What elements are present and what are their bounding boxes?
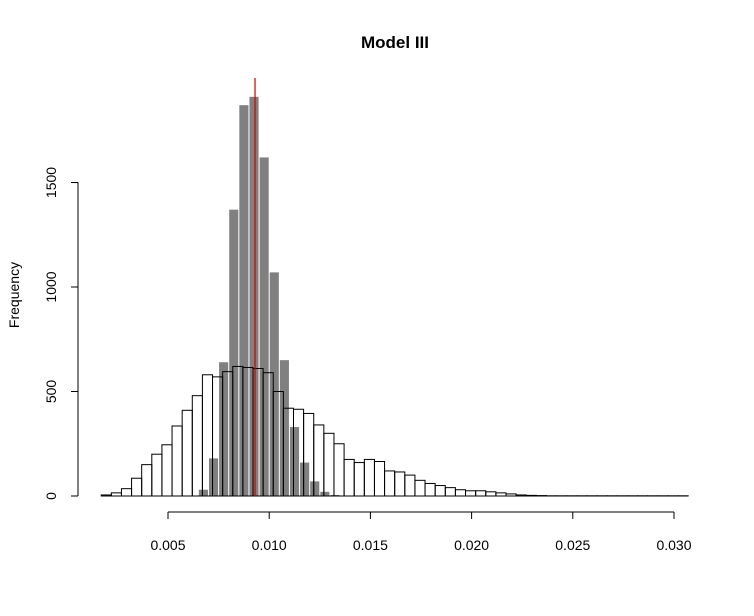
outline-histogram-bar (385, 471, 395, 496)
outline-histogram-bar (121, 489, 131, 496)
outline-histogram-bar (415, 480, 425, 496)
outline-histogram-bar (455, 490, 465, 496)
outline-histogram-bar (182, 410, 192, 496)
y-tick-label: 1000 (43, 271, 59, 302)
outline-histogram-bar (435, 486, 445, 496)
y-tick-label: 1500 (43, 167, 59, 198)
x-tick-label: 0.020 (454, 537, 489, 553)
outline-histogram-bar (101, 495, 111, 496)
outline-histogram-bar (324, 433, 334, 496)
outline-histogram-bar (162, 445, 172, 496)
x-axis: 0.005 0.010 0.015 0.020 0.025 0.030 (150, 512, 691, 553)
outline-histogram-bar (152, 454, 162, 496)
filled-histogram-bar (219, 362, 228, 496)
filled-histogram-bar (209, 458, 218, 496)
x-tick-label: 0.010 (252, 537, 287, 553)
outline-histogram-bar (486, 492, 496, 496)
outline-histogram-bar (344, 459, 354, 496)
filled-histogram-bar (199, 490, 208, 496)
outline-histogram-bar (334, 444, 344, 496)
outline-histogram-series (101, 366, 688, 496)
filled-histogram-bar (270, 272, 279, 496)
outline-histogram-bar (506, 494, 516, 496)
filled-histogram-bar (320, 492, 329, 496)
outline-histogram-bar (526, 495, 536, 496)
outline-histogram-bar (516, 495, 526, 496)
x-tick-label: 0.015 (353, 537, 388, 553)
outline-histogram-bar (425, 483, 435, 496)
y-tick-label: 0 (43, 492, 59, 500)
chart-title: Model III (361, 33, 429, 52)
filled-histogram-bar (260, 157, 269, 496)
x-tick-label: 0.005 (150, 537, 185, 553)
outline-histogram-bar (476, 491, 486, 496)
outline-histogram-bar (132, 478, 142, 496)
y-axis: 0 500 1000 1500 (43, 167, 78, 500)
filled-histogram-bar (239, 105, 248, 496)
outline-histogram-bar (364, 459, 374, 496)
y-tick-label: 500 (43, 380, 59, 404)
filled-histogram-bar (300, 463, 309, 496)
outline-histogram-bar (111, 493, 121, 496)
outline-histogram-bar (466, 491, 476, 496)
filled-histogram-bar (290, 427, 299, 496)
filled-histogram-series (199, 97, 340, 496)
x-tick-label: 0.025 (555, 537, 590, 553)
outline-histogram-bar (142, 465, 152, 496)
outline-histogram-bar (395, 472, 405, 496)
filled-histogram-bar (280, 360, 289, 496)
outline-histogram-bar (405, 475, 415, 496)
filled-histogram-bar (249, 97, 258, 496)
outline-histogram-bar (172, 426, 182, 496)
outline-histogram-bar (496, 493, 506, 496)
x-tick-label: 0.030 (656, 537, 691, 553)
outline-histogram-bar (354, 463, 364, 496)
outline-histogram-bar (192, 396, 202, 496)
outline-histogram-bar (445, 488, 455, 496)
y-axis-label: Frequency (6, 262, 22, 328)
outline-histogram-bar (374, 462, 384, 496)
filled-histogram-bar (310, 481, 319, 496)
filled-histogram-bar (229, 210, 238, 496)
